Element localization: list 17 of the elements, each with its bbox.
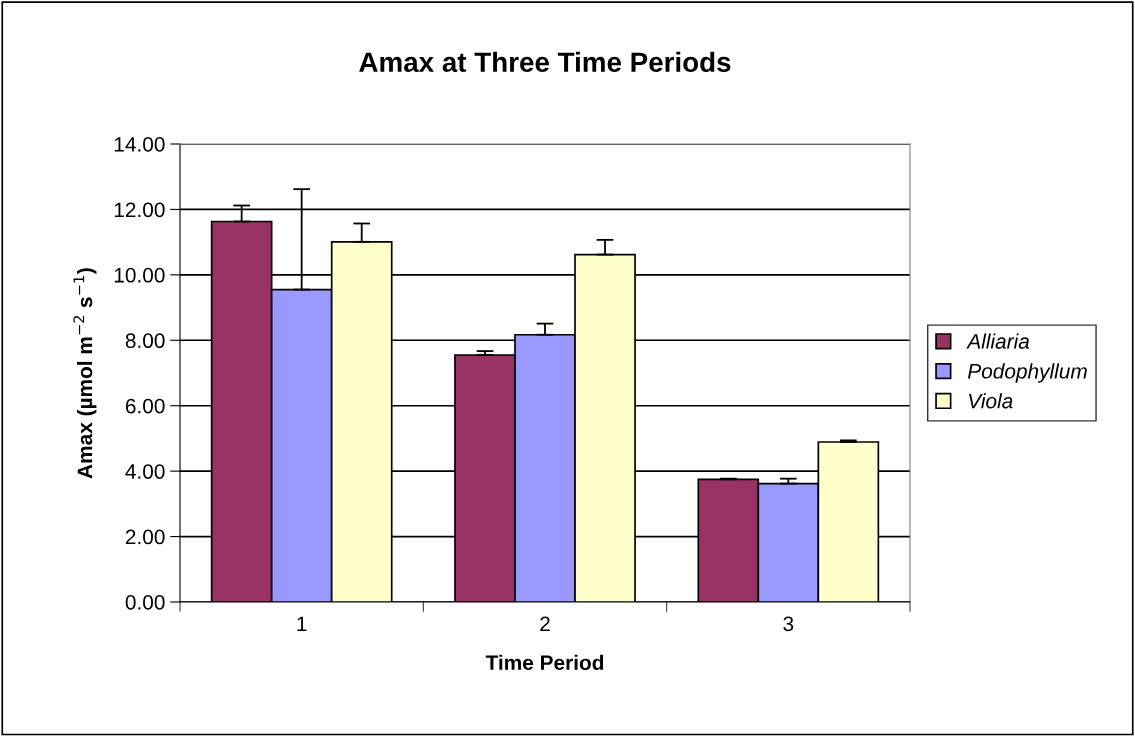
y-tick-label: 0.00 bbox=[125, 595, 165, 610]
y-tick-label: 14.00 bbox=[114, 137, 165, 152]
y-tick-label: 12.00 bbox=[114, 202, 165, 218]
x-axis-title: Time Period bbox=[485, 654, 604, 671]
x-tick-label: 3 bbox=[783, 616, 794, 632]
y-tick-label: 8.00 bbox=[125, 333, 165, 349]
x-tick-label: 1 bbox=[297, 616, 307, 631]
chart-title: Amax at Three Time Periods bbox=[359, 51, 731, 73]
legend-label: Viola bbox=[969, 393, 1013, 409]
y-tick-label: 10.00 bbox=[114, 267, 165, 283]
y-tick-label: 2.00 bbox=[125, 529, 165, 545]
legend-label: Alliaria bbox=[966, 333, 1030, 349]
y-axis-title: Amax (µmol m$^{−2}$ s$^{−1}$) bbox=[73, 268, 97, 479]
x-tick-label: 2 bbox=[540, 616, 550, 631]
y-tick-label: 6.00 bbox=[125, 398, 165, 414]
y-tick-label: 4.00 bbox=[125, 464, 165, 479]
legend-label: Podophyllum bbox=[967, 363, 1087, 383]
